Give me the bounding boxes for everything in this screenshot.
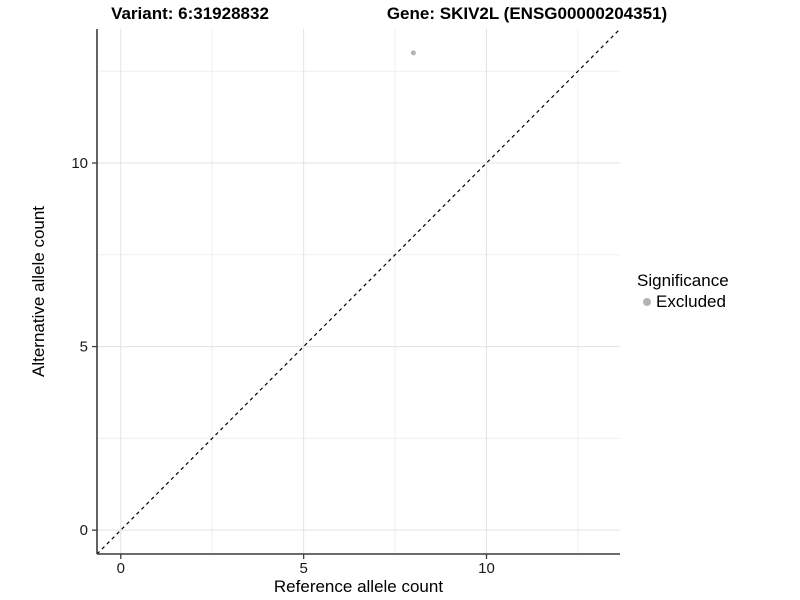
x-tick-label: 10 <box>478 560 495 577</box>
x-tick-label: 0 <box>117 560 125 577</box>
y-tick-label: 5 <box>80 339 88 356</box>
variant-title: Variant: 6:31928832 <box>111 4 269 23</box>
legend-title: Significance <box>637 271 729 290</box>
data-point <box>410 50 416 56</box>
y-axis-title: Alternative allele count <box>29 206 48 377</box>
x-axis-title: Reference allele count <box>274 577 443 596</box>
y-tick-label: 10 <box>71 155 88 172</box>
identity-dashed-line <box>96 28 621 555</box>
legend-item-label: Excluded <box>656 292 726 311</box>
legend: Significance Excluded <box>637 271 729 311</box>
gene-title: Gene: SKIV2L (ENSG00000204351) <box>386 4 668 23</box>
x-tick-label: 5 <box>299 560 307 577</box>
legend-key-dot <box>643 297 651 306</box>
y-tick-label: 0 <box>80 522 88 539</box>
legend-item-excluded: Excluded <box>637 292 729 311</box>
